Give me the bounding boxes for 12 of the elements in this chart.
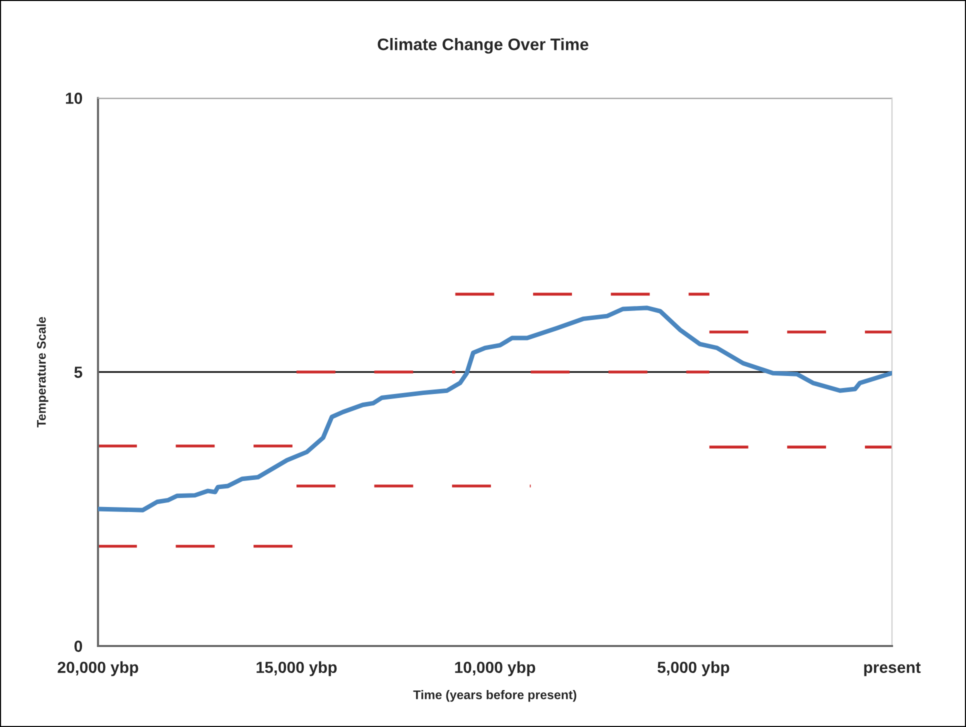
line-series [98, 306, 892, 512]
x-axis-title: Time (years before present) [413, 690, 576, 702]
y-tick-label: 5 [74, 366, 82, 378]
chart-title: Climate Change Over Time [378, 38, 588, 54]
x-tick-label: 5,000 ybp [658, 661, 730, 676]
y-axis-title: Temperature Scale [36, 316, 48, 428]
x-tick-label: 20,000 ybp [58, 661, 138, 676]
x-tick-label: present [864, 662, 921, 676]
x-tick-label: 10,000 ybp [455, 661, 536, 676]
y-tick-label: 0 [74, 640, 82, 652]
y-tick-label: 10 [66, 92, 82, 104]
x-tick-label: 15,000 ybp [256, 661, 337, 676]
